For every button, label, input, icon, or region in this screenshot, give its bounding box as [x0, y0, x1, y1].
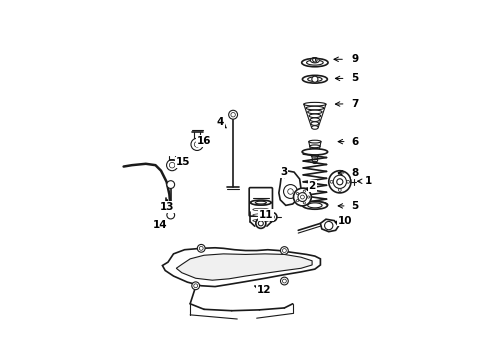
Ellipse shape: [311, 154, 318, 157]
Circle shape: [231, 112, 235, 117]
Ellipse shape: [302, 202, 328, 208]
Circle shape: [339, 189, 341, 192]
Ellipse shape: [310, 145, 320, 148]
Text: 11: 11: [259, 210, 273, 220]
Ellipse shape: [306, 106, 324, 110]
Circle shape: [282, 279, 286, 283]
Circle shape: [294, 188, 311, 206]
Ellipse shape: [310, 118, 319, 122]
Polygon shape: [162, 248, 320, 287]
Ellipse shape: [253, 203, 269, 205]
Ellipse shape: [253, 219, 269, 222]
Ellipse shape: [311, 150, 319, 152]
Text: 2: 2: [309, 181, 316, 191]
Text: 3: 3: [280, 167, 288, 177]
Text: 12: 12: [256, 285, 271, 295]
Text: 13: 13: [159, 202, 174, 212]
Text: 5: 5: [351, 73, 359, 84]
Ellipse shape: [308, 77, 322, 81]
Circle shape: [337, 179, 343, 185]
Ellipse shape: [308, 110, 322, 114]
Circle shape: [296, 199, 298, 202]
Ellipse shape: [302, 202, 327, 209]
Text: 16: 16: [197, 136, 211, 146]
Ellipse shape: [309, 114, 320, 118]
Circle shape: [329, 171, 351, 193]
Circle shape: [339, 172, 341, 175]
Text: 10: 10: [338, 216, 353, 226]
Circle shape: [324, 221, 333, 230]
Text: 8: 8: [351, 168, 359, 178]
Circle shape: [300, 195, 304, 199]
Circle shape: [307, 196, 310, 198]
Circle shape: [192, 282, 199, 290]
Circle shape: [167, 211, 174, 219]
Circle shape: [191, 138, 203, 150]
Ellipse shape: [312, 126, 318, 129]
Circle shape: [194, 284, 197, 288]
Circle shape: [298, 193, 307, 202]
Circle shape: [268, 212, 277, 221]
Circle shape: [282, 249, 286, 252]
Ellipse shape: [302, 58, 328, 67]
Ellipse shape: [253, 214, 269, 216]
Circle shape: [197, 244, 205, 252]
Text: 14: 14: [152, 220, 167, 230]
Circle shape: [303, 202, 305, 204]
Text: 15: 15: [176, 157, 191, 167]
Ellipse shape: [311, 58, 319, 63]
FancyBboxPatch shape: [249, 188, 272, 216]
Text: 4: 4: [217, 117, 224, 127]
Ellipse shape: [250, 200, 271, 205]
Circle shape: [313, 58, 317, 62]
Text: 6: 6: [351, 136, 359, 147]
Polygon shape: [320, 219, 339, 232]
Circle shape: [280, 277, 288, 285]
Circle shape: [167, 181, 174, 188]
Text: 1: 1: [366, 176, 372, 186]
Circle shape: [296, 192, 298, 194]
Circle shape: [170, 162, 175, 168]
Circle shape: [288, 189, 293, 194]
Ellipse shape: [308, 203, 322, 208]
Circle shape: [256, 219, 266, 228]
Text: 7: 7: [351, 99, 359, 109]
Circle shape: [195, 141, 200, 147]
Text: 9: 9: [351, 54, 359, 64]
Polygon shape: [176, 254, 312, 280]
Circle shape: [167, 159, 178, 171]
Polygon shape: [279, 171, 301, 205]
Ellipse shape: [302, 149, 328, 155]
Ellipse shape: [255, 201, 267, 204]
Circle shape: [280, 247, 288, 255]
Ellipse shape: [304, 102, 326, 106]
Circle shape: [330, 180, 333, 183]
Ellipse shape: [302, 75, 327, 83]
Circle shape: [270, 215, 274, 219]
Circle shape: [258, 221, 263, 226]
Circle shape: [312, 76, 318, 82]
Ellipse shape: [309, 140, 321, 143]
Ellipse shape: [253, 208, 269, 211]
Ellipse shape: [313, 161, 317, 163]
Circle shape: [284, 185, 297, 198]
Ellipse shape: [312, 159, 318, 162]
Circle shape: [303, 190, 305, 192]
Ellipse shape: [311, 122, 319, 125]
Circle shape: [333, 175, 346, 188]
Ellipse shape: [307, 60, 323, 65]
Circle shape: [199, 246, 203, 250]
Text: 5: 5: [351, 201, 359, 211]
Circle shape: [229, 110, 238, 119]
Circle shape: [347, 180, 349, 183]
